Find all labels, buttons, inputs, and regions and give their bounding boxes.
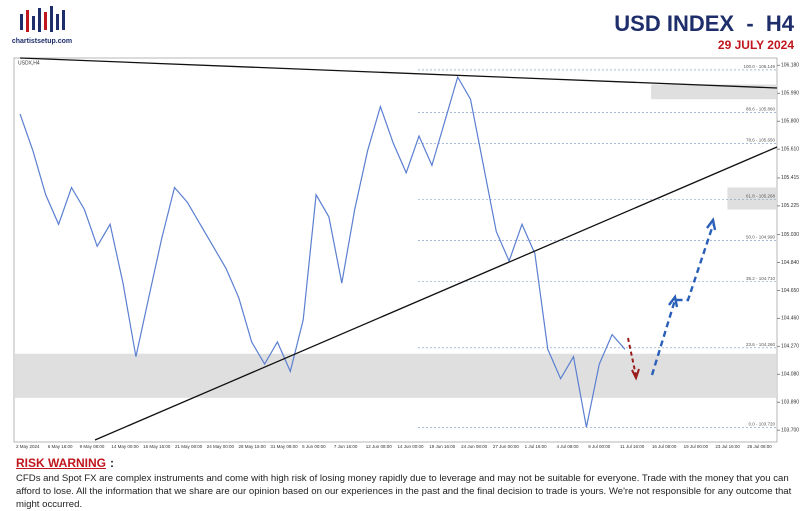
fib-label: 61.8 - 105.268 — [746, 193, 776, 198]
x-tick-label: 19 Jun 16:00 — [429, 444, 456, 449]
x-tick-label: 28 May 16:00 — [239, 444, 267, 449]
x-tick-label: 16 Jul 08:00 — [652, 444, 677, 449]
fib-label: 78.6 - 105.650 — [746, 138, 776, 143]
risk-colon: : — [110, 456, 114, 470]
title: USD INDEX - H4 — [614, 11, 794, 36]
x-tick-label: 12 Jun 08:00 — [366, 444, 393, 449]
x-tick-label: 9 May 08:00 — [80, 444, 105, 449]
y-tick-label: 104.270 — [781, 344, 799, 350]
risk-title: RISK WARNING — [16, 456, 106, 470]
x-tick-label: 19 Jul 00:00 — [684, 444, 709, 449]
x-tick-label: 2 May 2024 — [16, 444, 40, 449]
x-tick-label: 16 May 16:00 — [143, 444, 171, 449]
arrow — [650, 224, 715, 376]
date: 29 JULY 2024 — [718, 38, 794, 52]
plot-frame — [13, 57, 778, 443]
zone — [14, 353, 777, 398]
x-tick-label: 9 Jul 00:00 — [588, 444, 611, 449]
x-tick-label: 11 Jul 16:00 — [620, 444, 645, 449]
x-tick-label: 6 May 16:00 — [48, 444, 73, 449]
x-tick-label: 21 May 08:00 — [175, 444, 203, 449]
x-tick-label: 14 Jun 00:00 — [398, 444, 425, 449]
y-tick-label: 105.415 — [781, 175, 799, 181]
y-tick-label: 105.610 — [781, 147, 799, 153]
logo: chartistsetup.com — [12, 6, 72, 45]
y-tick-label: 103.700 — [781, 428, 799, 434]
zone — [727, 187, 777, 210]
y-tick-label: 105.800 — [781, 119, 799, 125]
x-tick-label: 31 May 08:00 — [270, 444, 298, 449]
y-tick-label: 105.225 — [781, 203, 799, 209]
x-tick-label: 4 Jul 08:00 — [556, 444, 579, 449]
arrow-head — [668, 217, 717, 308]
risk-text: CFDs and Spot FX are complex instruments… — [16, 473, 792, 510]
x-tick-label: 7 Jun 16:00 — [334, 444, 358, 449]
zone — [651, 84, 777, 100]
fib-label: 23.6 - 104.260 — [746, 342, 776, 347]
y-tick-label: 106.180 — [781, 63, 799, 69]
symbol: USDX,H4 — [18, 60, 40, 66]
logo-text: chartistsetup.com — [12, 38, 72, 45]
arrow-head — [631, 368, 640, 381]
y-tick-label: 103.890 — [781, 400, 799, 406]
x-tick-label: 24 Jun 08:00 — [461, 444, 488, 449]
x-tick-label: 24 May 00:00 — [207, 444, 235, 449]
x-tick-label: 26 Jul 08:00 — [747, 444, 772, 449]
y-tick-label: 104.080 — [781, 372, 799, 378]
y-tick-label: 104.650 — [781, 288, 799, 294]
trend-line — [94, 146, 778, 441]
fib-label: 88.6 - 105.860 — [746, 107, 776, 112]
fib-label: 0.0 - 103.720 — [748, 421, 775, 426]
fib-label: 50.0 - 104.990 — [746, 235, 776, 240]
trend-line — [19, 57, 778, 89]
y-tick-label: 104.840 — [781, 260, 799, 266]
x-tick-label: 27 Jun 00:00 — [493, 444, 520, 449]
y-tick-label: 104.460 — [781, 316, 799, 322]
x-tick-label: 23 Jul 16:00 — [715, 444, 740, 449]
fib-label: 38.2 - 104.710 — [746, 276, 776, 281]
y-tick-label: 105.030 — [781, 232, 799, 238]
fib-label: 100.0 - 106.149 — [743, 64, 775, 69]
x-tick-label: 14 May 00:00 — [111, 444, 139, 449]
chart: chartistsetup.com USD INDEX - H4 29 JULY… — [12, 6, 799, 449]
x-tick-label: 5 Jun 00:00 — [302, 444, 326, 449]
x-tick-label: 1 Jul 16:00 — [525, 444, 548, 449]
y-tick-label: 105.990 — [781, 91, 799, 97]
price-line — [19, 75, 626, 428]
